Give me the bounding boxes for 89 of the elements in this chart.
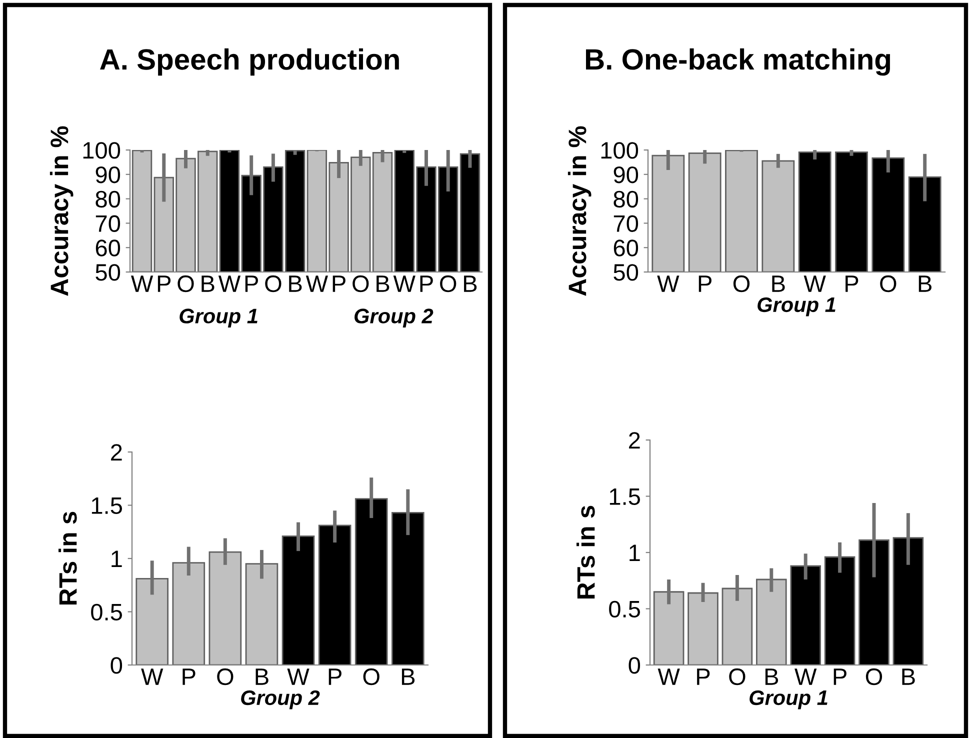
x-tick-label: P: [420, 276, 433, 292]
y-tick-label: 1: [112, 550, 122, 568]
y-tick-label: 90: [96, 166, 120, 184]
x-tick-label: W: [393, 276, 416, 292]
y-axis-title: RTs in s: [576, 506, 595, 599]
y-tick-label: 80: [96, 190, 120, 208]
y-tick-label: 50: [614, 264, 638, 281]
x-tick-label: B: [202, 276, 214, 292]
bar: [824, 556, 856, 665]
x-tick-label: O: [265, 275, 282, 292]
bar: [172, 562, 206, 665]
x-tick-label: P: [245, 276, 258, 292]
chart-title: A. Speech production: [100, 48, 399, 76]
x-tick-label: B: [256, 668, 268, 685]
text: Group 2: [354, 308, 434, 328]
x-tick-label: O: [363, 668, 380, 686]
bar: [136, 578, 169, 665]
y-tick-label: 80: [614, 190, 638, 208]
bar: [208, 551, 242, 665]
x-tick-label: B: [464, 276, 477, 292]
y-axis-title: Accuracy in %: [568, 126, 592, 296]
bar: [688, 592, 718, 665]
bar: [391, 512, 424, 665]
y-tick-label: 0.5: [609, 600, 640, 618]
y-tick-label: 100: [601, 142, 638, 159]
x-tick-label: P: [328, 668, 342, 685]
bar: [282, 535, 315, 665]
x-tick-label: P: [182, 668, 196, 685]
y-tick-label: 2: [629, 432, 640, 449]
x-tick-label: P: [697, 668, 710, 685]
x-tick-label: B: [918, 276, 932, 292]
x-axis-title: Group 1: [758, 297, 836, 316]
x-tick-label: O: [880, 275, 896, 292]
bar: [858, 539, 890, 665]
x-tick-label: O: [733, 275, 750, 292]
x-tick-label: W: [658, 668, 680, 685]
x-tick-label: P: [846, 276, 858, 292]
y-axis-title: RTs in s: [58, 512, 77, 605]
chart-title: B. One-back matching: [586, 48, 890, 76]
x-tick-label: W: [306, 276, 328, 292]
x-tick-label: B: [902, 668, 915, 685]
x-tick-label: W: [130, 276, 154, 292]
x-tick-label: B: [376, 276, 390, 292]
y-tick-label: 0.5: [91, 604, 122, 621]
y-axis-title: Accuracy in %: [50, 126, 74, 296]
y-tick-label: 50: [96, 264, 120, 281]
bar: [318, 524, 352, 665]
x-tick-label: O: [178, 275, 194, 292]
y-tick-label: 0: [110, 657, 122, 674]
bar: [892, 537, 924, 665]
y-tick-label: 2: [111, 444, 122, 461]
x-tick-label: O: [352, 275, 369, 292]
x-tick-label: W: [218, 276, 241, 292]
y-tick-label: 100: [83, 142, 120, 159]
x-tick-label: O: [866, 668, 882, 686]
bar: [245, 563, 278, 665]
x-tick-label: W: [141, 668, 164, 685]
y-tick-label: 1.5: [610, 488, 640, 506]
text: Group 1: [180, 308, 258, 328]
y-tick-label: 60: [96, 240, 120, 256]
x-tick-label: P: [332, 276, 346, 292]
y-tick-label: 70: [96, 215, 120, 232]
bar: [790, 565, 821, 665]
bar: [354, 498, 388, 665]
bar: [653, 591, 684, 665]
x-tick-label: O: [217, 668, 234, 686]
y-tick-label: 0: [628, 657, 640, 674]
x-tick-label: W: [657, 276, 680, 292]
x-tick-label: W: [287, 668, 310, 685]
x-axis-title: Group 2: [241, 690, 320, 710]
y-tick-label: 1: [630, 544, 640, 562]
x-tick-label: W: [804, 276, 826, 292]
y-tick-label: 1.5: [92, 498, 122, 514]
x-tick-label: P: [158, 276, 171, 292]
bar: [756, 578, 787, 665]
x-tick-label: O: [440, 275, 456, 292]
x-tick-label: W: [794, 668, 817, 685]
x-axis-title: Group 1: [750, 690, 828, 710]
y-tick-label: 70: [614, 215, 638, 232]
x-tick-label: B: [765, 668, 778, 685]
y-tick-label: 90: [614, 166, 638, 184]
y-tick-label: 60: [614, 240, 638, 256]
bar: [722, 588, 753, 665]
x-tick-label: O: [729, 668, 746, 686]
x-tick-label: B: [289, 276, 302, 292]
x-tick-label: B: [772, 276, 785, 292]
x-tick-label: P: [834, 668, 846, 685]
x-tick-label: P: [698, 276, 712, 292]
x-tick-label: B: [402, 668, 415, 685]
